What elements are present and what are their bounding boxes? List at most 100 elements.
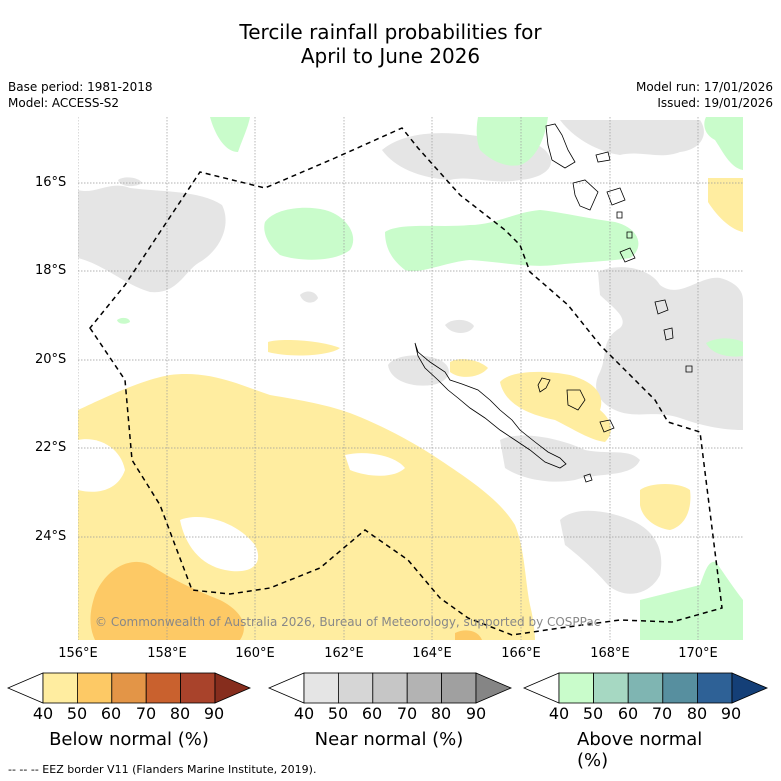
title-line-2: April to June 2026: [300, 44, 481, 68]
near-tick-80: 80: [430, 704, 452, 723]
below-colorbar-segment: [111, 672, 147, 704]
below-normal-region-southwest: [78, 374, 535, 640]
below-colorbar-segment: [145, 672, 181, 704]
near-colorbar-max-arrow: [475, 672, 513, 704]
above-colorbar-segment: [593, 672, 629, 704]
above-tick-80: 80: [686, 704, 708, 723]
near-colorbar-segment: [441, 672, 477, 704]
near-tick-50: 50: [327, 704, 349, 723]
near-tick-60: 60: [361, 704, 383, 723]
island-maewo: [595, 151, 611, 163]
model-text: Model: ACCESS-S2: [8, 96, 120, 110]
issued-text: Issued: 19/01/2026: [657, 96, 773, 110]
colorbar-above-normal: [522, 672, 769, 704]
below-normal-region-loyalty: [500, 371, 612, 442]
below-normal-title: Below normal (%): [49, 729, 209, 750]
lon-label-158e: 158°E: [147, 646, 187, 661]
above-tick-40: 40: [548, 704, 570, 723]
near-colorbar-segment: [406, 672, 443, 704]
lon-label-162e: 162°E: [324, 646, 364, 661]
island-loyalty-1: [537, 377, 551, 393]
near-normal-region-southeast: [500, 435, 640, 482]
lat-label-22s: 22°S: [35, 440, 67, 455]
below-tick-90: 90: [203, 704, 225, 723]
near-normal-region-center-2: [445, 319, 474, 333]
above-tick-50: 50: [582, 704, 604, 723]
island-efate: [606, 187, 626, 206]
above-normal-region-west: [264, 207, 354, 260]
near-normal-region-west: [78, 185, 226, 293]
above-colorbar-segment: [697, 672, 733, 704]
above-colorbar-max-arrow: [731, 672, 769, 704]
island-malekula: [572, 179, 599, 211]
lon-label-164e: 164°E: [412, 646, 452, 661]
lon-label-170e: 170°E: [678, 646, 718, 661]
below-colorbar-max-arrow: [214, 672, 252, 704]
below-normal-region-northeast: [708, 178, 743, 232]
above-normal-region-southeast: [640, 561, 743, 640]
above-colorbar-segment: [558, 672, 594, 704]
lon-label-160e: 160°E: [235, 646, 275, 661]
lon-label-166e: 166°E: [501, 646, 541, 661]
lat-label-20s: 20°S: [35, 352, 67, 367]
eez-border: [89, 127, 723, 636]
above-colorbar-min-arrow: [522, 672, 560, 704]
above-normal-region-northeast: [476, 117, 548, 166]
above-normal-region-northeast-2: [704, 117, 743, 170]
near-normal-region-east-2: [692, 385, 730, 407]
copyright-text: © Commonwealth of Australia 2026, Bureau…: [95, 615, 600, 629]
colorbar-below-normal: [6, 672, 252, 704]
below-colorbar-min-arrow: [6, 672, 44, 704]
below-tick-40: 40: [32, 704, 54, 723]
near-normal-title: Near normal (%): [314, 729, 464, 750]
near-tick-70: 70: [396, 704, 418, 723]
above-normal-region-small: [117, 317, 130, 324]
below-normal-hole-3: [78, 439, 125, 492]
above-colorbar-segment: [662, 672, 698, 704]
above-tick-60: 60: [617, 704, 639, 723]
title-line-1: Tercile rainfall probabilities for: [239, 20, 542, 44]
model-run-text: Model run: 17/01/2026: [635, 80, 773, 94]
below-tick-50: 50: [66, 704, 88, 723]
below-normal-region-center-2: [450, 359, 488, 377]
island-east-2: [663, 327, 674, 341]
near-colorbar-segment: [337, 672, 374, 704]
island-east-3: [685, 365, 693, 373]
island-east-1: [654, 299, 669, 315]
meta-right: Model run: 17/01/2026 Issued: 19/01/2026: [636, 79, 773, 111]
near-tick-40: 40: [293, 704, 315, 723]
near-normal-region-center-3: [300, 291, 318, 303]
map-plot-area: © Commonwealth of Australia 2026, Bureau…: [78, 117, 743, 640]
colorbar-near-normal: [267, 672, 513, 704]
island-loyalty-3: [599, 419, 615, 433]
below-normal-region-center: [268, 340, 340, 356]
below-normal-region-east: [640, 484, 691, 530]
near-colorbar-segment: [303, 672, 339, 704]
above-tick-70: 70: [651, 704, 673, 723]
near-normal-region-west-2: [118, 177, 142, 187]
below-normal-region-south-60: [455, 630, 482, 640]
eez-footer: -- -- -- EEZ border V11 (Flanders Marine…: [8, 763, 317, 776]
above-colorbar-segment: [627, 672, 664, 704]
island-isle-of-pines: [583, 473, 593, 483]
near-colorbar-segment: [372, 672, 408, 704]
lat-label-16s: 16°S: [35, 175, 67, 190]
above-normal-title: Above normal (%): [577, 729, 703, 771]
below-tick-60: 60: [100, 704, 122, 723]
near-normal-region-center: [388, 355, 449, 386]
lat-label-24s: 24°S: [35, 529, 67, 544]
graticule: [78, 117, 743, 640]
island-espiritu-santo: [545, 123, 576, 169]
above-normal-region-north: [210, 117, 250, 152]
near-colorbar-min-arrow: [267, 672, 305, 704]
below-tick-80: 80: [169, 704, 191, 723]
meta-left: Base period: 1981-2018 Model: ACCESS-S2: [8, 79, 153, 111]
new-caledonia-mainland: [414, 342, 567, 469]
below-normal-hole-2: [345, 453, 405, 476]
below-tick-70: 70: [135, 704, 157, 723]
above-tick-90: 90: [720, 704, 742, 723]
above-normal-region-center: [385, 210, 639, 272]
lon-label-156e: 156°E: [58, 646, 98, 661]
island-erromango: [619, 247, 636, 263]
